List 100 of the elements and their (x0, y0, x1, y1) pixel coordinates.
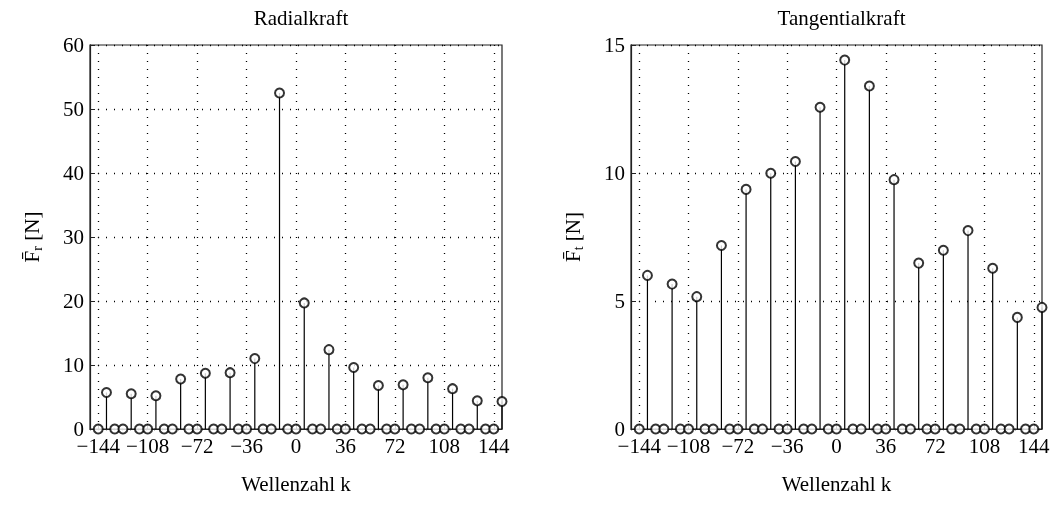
x-tick-label: 144 (478, 433, 511, 458)
point (1028, 423, 1040, 435)
chart-title: Radialkraft (253, 5, 349, 30)
point (831, 423, 842, 435)
point (674, 423, 686, 435)
x-axis-title: Wellenzahl k (781, 471, 892, 496)
x-tick-label: 0 (290, 433, 302, 458)
y-axis-title: F̄r [N] (20, 211, 45, 263)
x-tick-label: 36 (875, 433, 897, 458)
point (650, 423, 662, 435)
point (896, 423, 908, 435)
point (109, 423, 121, 435)
point (265, 423, 277, 435)
point (414, 423, 426, 435)
point (1003, 423, 1015, 435)
point (488, 423, 500, 435)
point (331, 423, 343, 435)
point (241, 423, 253, 435)
x-axis-title: Wellenzahl k (241, 471, 352, 496)
point (715, 239, 727, 251)
y-tick-label: 60 (63, 33, 84, 57)
point (880, 423, 892, 435)
point (707, 423, 719, 435)
point (422, 372, 434, 384)
point (691, 291, 703, 303)
x-tick-label: −36 (230, 433, 263, 458)
point (748, 423, 760, 435)
point (166, 423, 178, 435)
point (100, 387, 112, 399)
point (872, 423, 884, 435)
point (1011, 311, 1023, 323)
point (641, 269, 653, 281)
point (315, 423, 327, 435)
point (1020, 423, 1032, 435)
point (471, 395, 483, 407)
point (765, 167, 777, 179)
point (455, 423, 467, 435)
point (904, 423, 916, 435)
point (133, 423, 145, 435)
point (633, 423, 645, 435)
point (191, 423, 203, 435)
point (987, 262, 999, 274)
point (298, 297, 310, 309)
y-tick-label: 20 (63, 289, 84, 313)
point (92, 423, 104, 435)
point (142, 423, 154, 435)
point (970, 423, 982, 435)
point (438, 423, 450, 435)
point (683, 423, 695, 435)
point (978, 423, 990, 435)
point (405, 423, 417, 435)
y-tick-label: 10 (63, 353, 84, 377)
point (175, 373, 187, 385)
point (447, 383, 459, 395)
point (372, 379, 384, 391)
point (732, 423, 744, 435)
point (364, 423, 376, 435)
point (480, 423, 492, 435)
point (798, 423, 810, 435)
point (463, 423, 475, 435)
point (389, 423, 401, 435)
point (839, 54, 851, 66)
point (946, 423, 958, 435)
point (199, 367, 211, 379)
x-tick-label: 108 (428, 433, 461, 458)
x-tick-label: −72 (721, 433, 755, 458)
point (381, 423, 393, 435)
point (658, 423, 670, 435)
point (666, 278, 678, 290)
point (929, 423, 941, 435)
x-tick-label: 72 (924, 433, 946, 458)
point (806, 423, 818, 435)
y-axis-title: F̄t [N] (561, 212, 586, 262)
point (158, 423, 170, 435)
point (224, 367, 236, 379)
point (232, 423, 244, 435)
x-tick-label: −72 (180, 433, 214, 458)
point (348, 362, 360, 374)
point (150, 390, 162, 402)
point (863, 80, 875, 92)
point (496, 395, 508, 407)
point (757, 423, 769, 435)
point (888, 174, 900, 186)
point (397, 379, 409, 391)
chart-title: Tangentialkraft (777, 5, 906, 30)
point (216, 423, 228, 435)
point (339, 423, 351, 435)
x-tick-label: −108 (126, 433, 170, 458)
point (208, 423, 220, 435)
point (306, 423, 318, 435)
y-tick-label: 10 (604, 161, 625, 185)
x-tick-label: 0 (831, 433, 842, 458)
point (937, 244, 949, 256)
point (274, 87, 286, 99)
y-tick-label: 5 (614, 289, 625, 313)
point (781, 423, 793, 435)
y-tick-label: 40 (63, 161, 84, 185)
point (822, 423, 834, 435)
point (913, 257, 925, 269)
point (814, 101, 826, 113)
